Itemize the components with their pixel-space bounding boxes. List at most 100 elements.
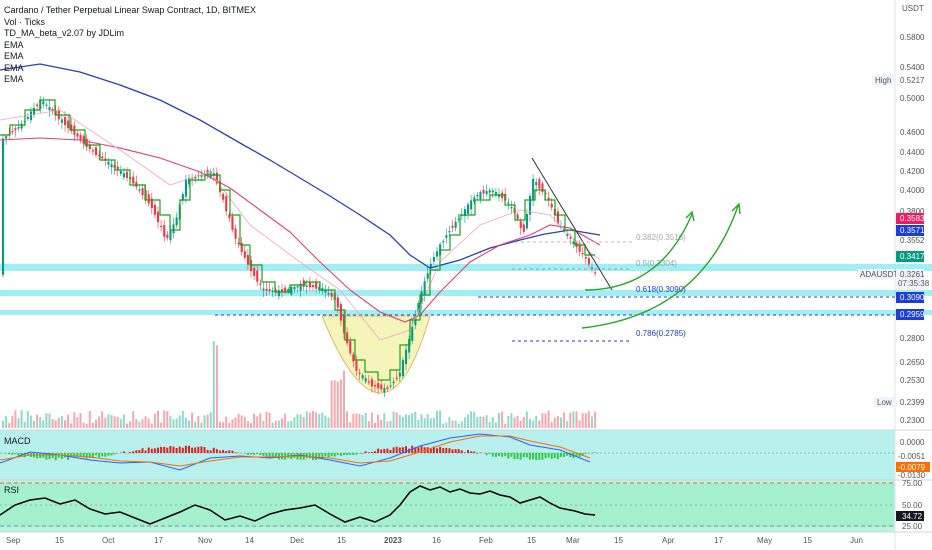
volume-bar — [299, 414, 302, 428]
volume-bar — [290, 420, 293, 428]
candle-body — [246, 255, 249, 265]
candle-body — [166, 234, 169, 238]
volume-bar — [411, 413, 414, 428]
fib-label-0382: 0.382(0.3516) — [636, 233, 686, 242]
candle-body — [364, 378, 367, 382]
ema-blue-line — [0, 63, 601, 269]
macd-bar — [417, 447, 420, 453]
candle-body — [352, 354, 355, 362]
macd-signal-line — [0, 435, 591, 467]
candle-body — [488, 190, 491, 193]
macd-bar — [395, 446, 398, 453]
chart-title[interactable]: Cardano / Tether Perpetual Linear Swap C… — [4, 5, 256, 15]
fib-label-05: 0.5(0.3304) — [636, 259, 677, 268]
volume-bar — [529, 418, 531, 428]
indicator-td-ma[interactable]: TD_MA_beta_v2.07 by JDLim — [4, 28, 125, 38]
volume-bar — [485, 415, 488, 428]
rsi-axis[interactable]: 75.00 50.00 34.72 25.00 — [896, 479, 924, 531]
volume-bar — [191, 412, 194, 428]
indicator-ema-2[interactable]: EMA — [4, 51, 24, 61]
candle-body — [445, 235, 448, 238]
macd-bar — [426, 447, 429, 453]
main-pane[interactable] — [0, 0, 895, 430]
volume-bar — [246, 421, 249, 428]
indicator-volume[interactable]: Vol · Ticks — [4, 16, 46, 27]
macd-bar — [20, 453, 23, 456]
price-axis[interactable]: USDT 0.5800 0.5400 0.5000 0.4600 0.4400 … — [858, 4, 930, 425]
volume-bar — [163, 410, 166, 428]
candle-body — [271, 290, 274, 293]
macd-bar — [516, 453, 519, 459]
time-axis[interactable]: Sep 15 Oct 17 Nov 14 Dec 15 2023 16 Feb … — [6, 536, 863, 545]
macd-bar — [274, 453, 277, 457]
price-tick: 0.5000 — [900, 94, 925, 103]
volume-bar — [64, 420, 66, 428]
candle-body — [147, 194, 150, 204]
candle-body — [200, 174, 203, 177]
volume-bar — [5, 415, 8, 428]
volume-bar — [36, 414, 39, 428]
indicator-ema-1[interactable]: EMA — [4, 39, 24, 50]
time-tick: Sep — [6, 536, 21, 545]
volume-bar — [256, 416, 259, 428]
candle-body — [54, 110, 57, 116]
macd-bar — [250, 453, 252, 455]
volume-bar — [315, 412, 318, 428]
candle-body — [556, 211, 559, 224]
macd-pane[interactable] — [0, 430, 895, 480]
volume-bar — [54, 420, 57, 428]
time-tick: 17 — [154, 536, 163, 545]
macd-bar — [209, 450, 212, 453]
macd-bar — [122, 451, 125, 453]
macd-bar — [442, 448, 445, 453]
low-label: Low — [877, 398, 892, 407]
macd-axis[interactable]: 0.0000 -0.0051 -0.0079 -0.0130 — [896, 438, 930, 480]
time-tick: Apr — [662, 536, 675, 545]
candle-body — [76, 133, 79, 137]
volume-bar — [507, 415, 510, 428]
candle-body — [70, 124, 73, 132]
candle-body — [541, 183, 544, 193]
candle-body — [374, 385, 377, 387]
volume-bar — [76, 417, 79, 428]
candle-body — [535, 182, 538, 186]
volume-bar — [569, 412, 572, 428]
volume-bar — [591, 416, 593, 428]
rsi-label[interactable]: RSI — [4, 485, 20, 495]
volume-bar — [166, 411, 169, 428]
candle-body — [20, 123, 23, 129]
volume-bar — [132, 411, 135, 428]
candle-body — [516, 214, 519, 220]
candle-body — [265, 288, 268, 291]
candle-body — [591, 267, 594, 269]
macd-bar — [584, 453, 587, 454]
candle-body — [473, 197, 476, 202]
volume-bar — [482, 416, 485, 428]
price-tick: 0.4000 — [900, 186, 925, 195]
volume-bar — [296, 414, 299, 428]
time-tick: 2023 — [384, 536, 402, 545]
macd-label[interactable]: MACD — [4, 436, 31, 446]
macd-bar — [14, 453, 17, 455]
candle-body — [587, 258, 590, 265]
candle-body — [234, 228, 237, 239]
volume-bar — [178, 415, 181, 428]
candle-body — [290, 286, 293, 295]
volume-bar — [417, 419, 420, 428]
macd-bar — [234, 452, 237, 453]
macd-bar — [169, 446, 172, 453]
indicator-ema-3[interactable]: EMA — [4, 62, 24, 73]
candle-body — [14, 128, 17, 131]
macd-bar — [529, 453, 531, 460]
candle-body — [60, 119, 63, 123]
volume-bar — [488, 422, 491, 428]
macd-bar — [367, 452, 370, 453]
indicator-ema-4[interactable]: EMA — [4, 74, 24, 84]
volume-bar — [250, 423, 252, 428]
candle-body — [215, 172, 218, 184]
candle-body — [491, 190, 494, 193]
macd-bar — [547, 453, 550, 458]
macd-bar — [166, 447, 169, 453]
candle-body — [296, 286, 299, 288]
